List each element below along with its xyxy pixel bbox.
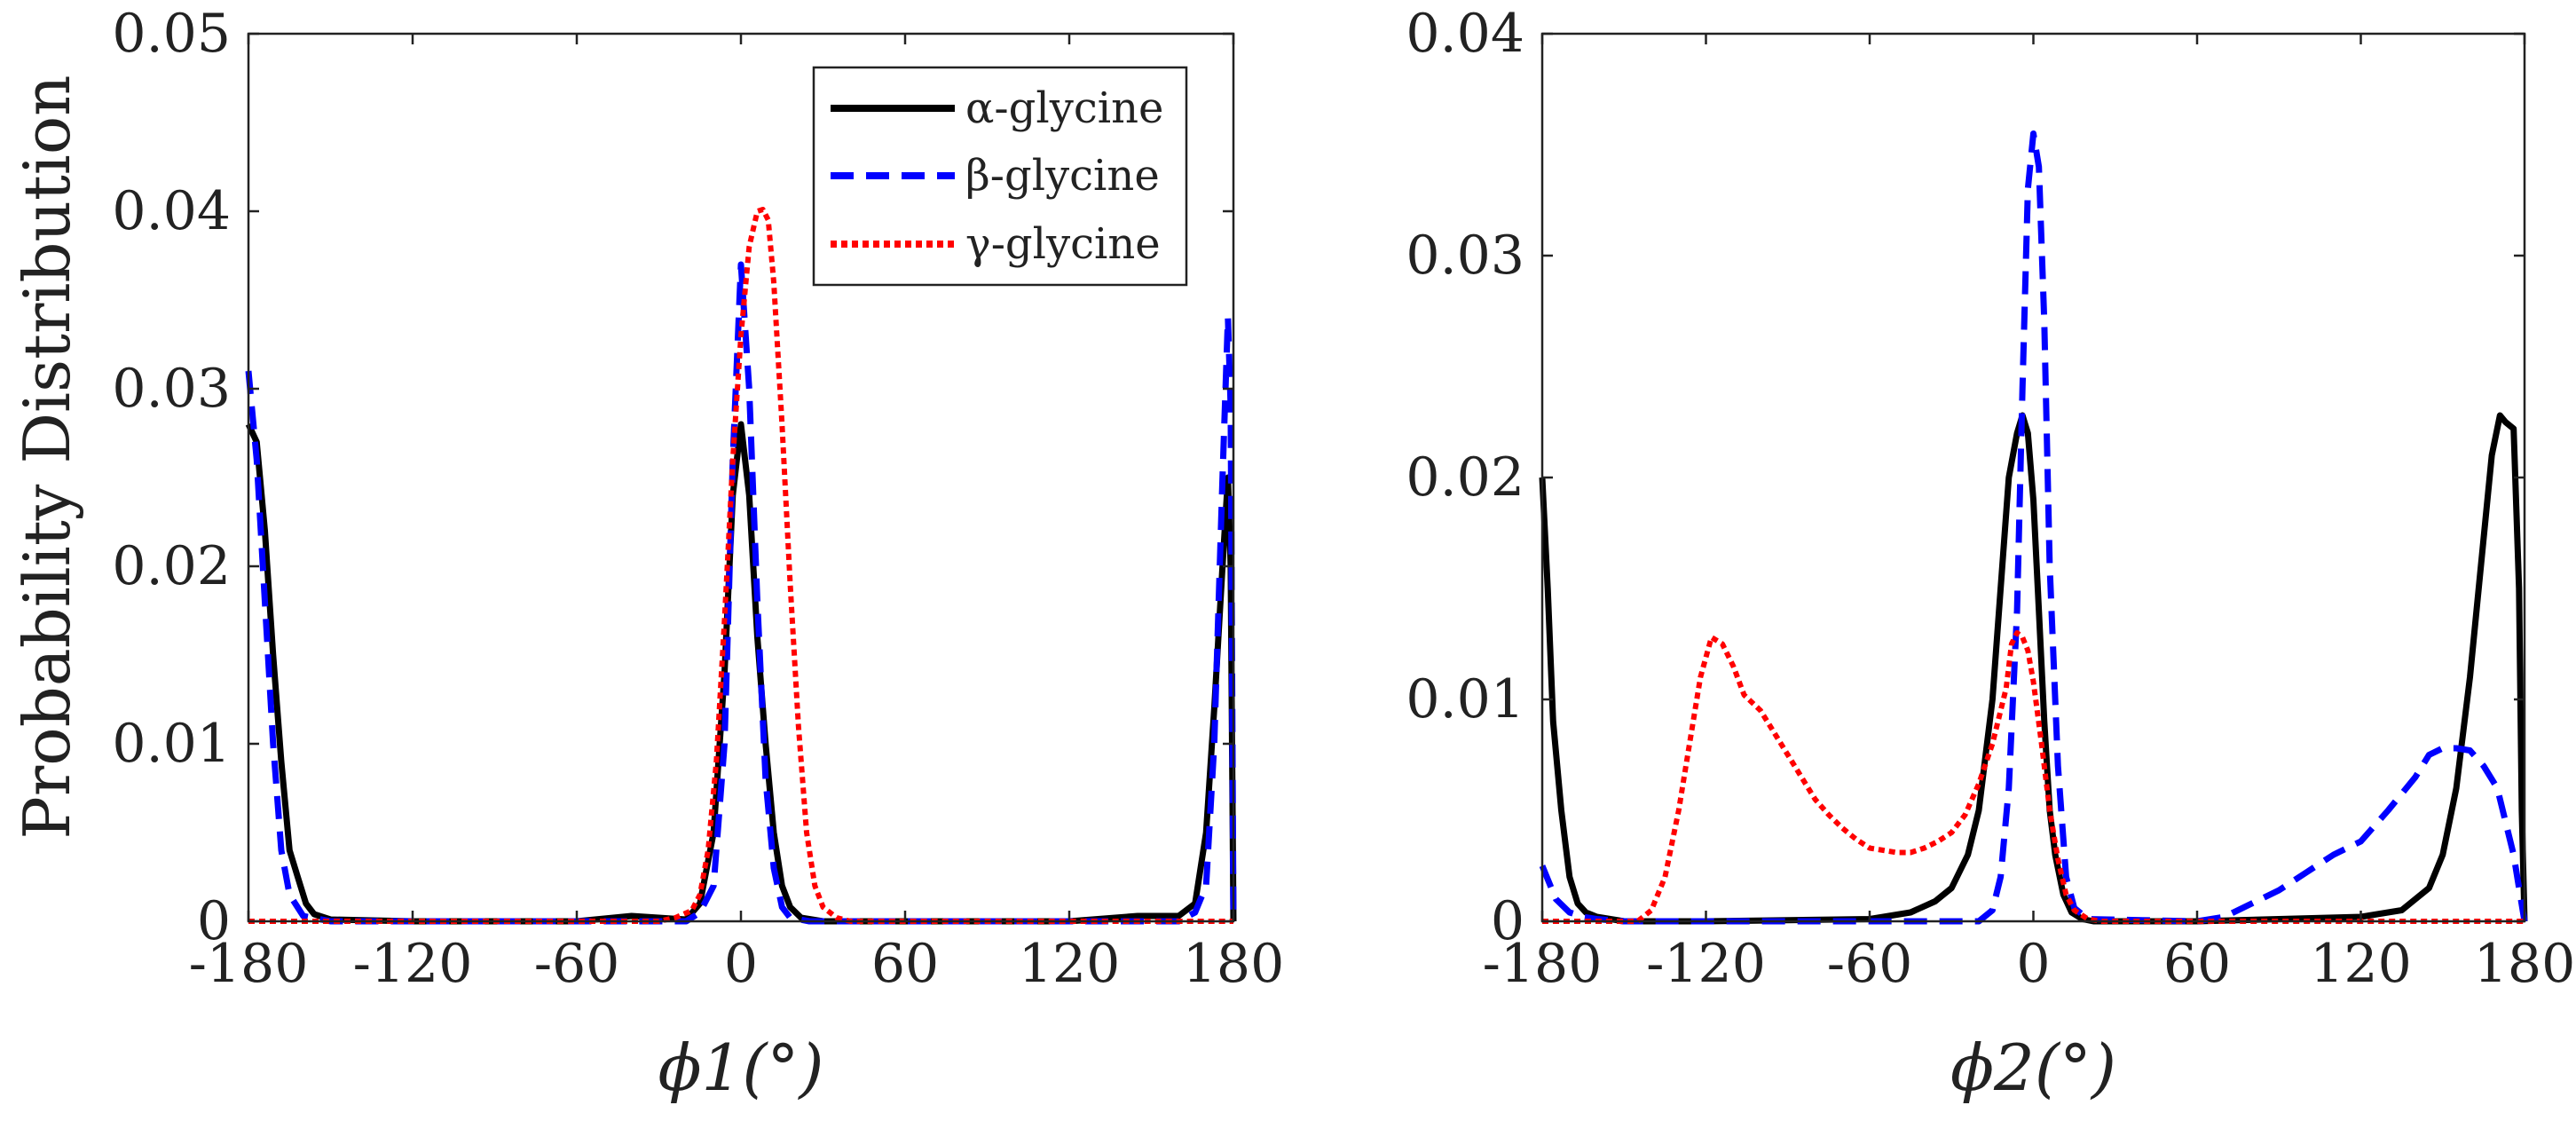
chart-panel-phi1: -180 -120 -60 0 60 120 180 0 0.01 0.02 0.03 0.04 0.0…	[112, 3, 1284, 1105]
y-tick-label: 0.04	[112, 180, 231, 242]
x-tick-label: 0	[724, 933, 758, 995]
y-tick-label: 0.01	[112, 713, 231, 775]
y-tick-label: 0.03	[112, 358, 231, 420]
series-line-gamma	[248, 207, 1233, 924]
y-tick-label: 0.02	[112, 535, 231, 597]
x-tick-label: 0	[2016, 933, 2050, 995]
x-tick-label: 180	[2474, 933, 2576, 995]
legend-label-beta: β-glycine	[965, 151, 1160, 201]
x-tick-label: -120	[1646, 933, 1766, 995]
x-tick-label: 120	[2310, 933, 2412, 995]
y-tick-label: 0.02	[1406, 446, 1524, 509]
y-tick-label: 0.03	[1406, 225, 1524, 287]
y-tick-label: 0.04	[1406, 3, 1524, 65]
x-tick-label: 60	[871, 933, 939, 995]
legend: α-glycine β-glycine γ-glycine	[812, 66, 1188, 287]
series-lines	[1539, 130, 2528, 925]
series-line-gamma	[1542, 630, 2525, 924]
x-tick-label: 60	[2163, 933, 2231, 995]
x-tick-label: -180	[189, 933, 309, 995]
x-axis-label: ϕ2(°)	[1950, 1030, 2116, 1105]
x-tick-label: -120	[353, 933, 473, 995]
x-tick-label: -180	[1483, 933, 1603, 995]
y-tick-label: 0.05	[112, 3, 231, 65]
series-lines	[245, 207, 1237, 925]
x-tick-label: 180	[1183, 933, 1285, 995]
y-tick-label: 0	[197, 890, 231, 952]
x-tick-label: -60	[534, 933, 620, 995]
x-tick-label: -60	[1827, 933, 1913, 995]
legend-label-alpha: α-glycine	[965, 83, 1163, 133]
x-axis-label: ϕ1(°)	[658, 1030, 823, 1105]
y-tick-label: 0	[1491, 890, 1524, 952]
x-tick-label: 120	[1019, 933, 1121, 995]
legend-label-gamma: γ-glycine	[965, 219, 1161, 269]
series-line-alpha	[245, 421, 1237, 925]
chart-panel-phi2: -180 -120 -60 0 60 120 180 0 0.01 0.02 0.03 0.04 ϕ2(…	[1406, 3, 2575, 1105]
y-axis-label: Probability Distribution	[10, 75, 84, 839]
y-tick-label: 0.01	[1406, 668, 1524, 730]
